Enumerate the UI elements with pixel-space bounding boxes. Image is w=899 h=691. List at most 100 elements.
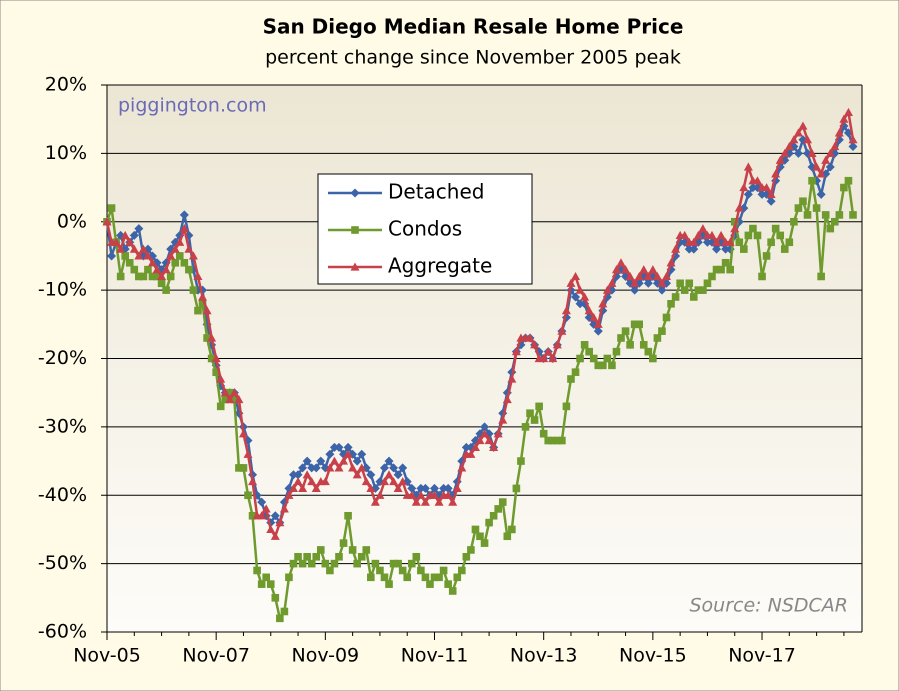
- marker: [303, 552, 311, 561]
- chart-subtitle: percent change since November 2005 peak: [265, 47, 681, 69]
- marker: [834, 128, 844, 137]
- marker: [307, 559, 316, 568]
- marker: [134, 251, 144, 260]
- marker: [752, 176, 762, 185]
- marker: [293, 470, 303, 480]
- marker: [179, 224, 189, 233]
- marker: [730, 224, 740, 233]
- marker: [320, 477, 330, 486]
- marker: [616, 258, 626, 267]
- marker: [494, 505, 502, 513]
- marker: [389, 477, 399, 486]
- marker: [120, 230, 130, 240]
- marker: [480, 429, 490, 438]
- marker: [699, 286, 707, 294]
- marker: [562, 402, 571, 411]
- marker: [211, 354, 221, 363]
- marker: [235, 464, 243, 472]
- marker: [816, 169, 826, 178]
- marker: [193, 271, 203, 281]
- marker: [226, 388, 234, 397]
- marker: [511, 347, 521, 356]
- marker: [498, 415, 508, 424]
- marker: [558, 436, 566, 445]
- marker: [712, 244, 722, 254]
- marker: [790, 217, 798, 226]
- marker: [689, 237, 699, 246]
- marker: [702, 237, 712, 247]
- marker: [407, 483, 417, 493]
- marker: [594, 361, 603, 370]
- marker: [726, 265, 734, 274]
- x-tick-label: Nov-13: [510, 645, 578, 667]
- marker: [102, 217, 112, 226]
- marker: [825, 148, 835, 157]
- marker: [253, 566, 261, 575]
- marker: [735, 238, 744, 247]
- marker: [329, 456, 339, 465]
- marker: [262, 573, 271, 582]
- marker: [321, 559, 330, 568]
- marker: [671, 293, 680, 301]
- marker: [762, 183, 772, 192]
- marker: [298, 559, 307, 568]
- marker: [180, 258, 189, 267]
- marker: [530, 416, 539, 424]
- marker: [366, 470, 376, 480]
- marker: [339, 456, 349, 465]
- marker: [417, 566, 425, 575]
- marker: [420, 497, 430, 506]
- marker: [780, 148, 790, 157]
- marker: [798, 121, 808, 130]
- marker: [685, 279, 694, 288]
- marker: [653, 334, 662, 342]
- marker: [689, 244, 699, 254]
- marker: [129, 244, 139, 253]
- marker: [302, 456, 312, 466]
- marker: [589, 354, 598, 363]
- marker: [266, 580, 275, 588]
- marker: [561, 306, 571, 315]
- marker: [407, 490, 417, 499]
- marker: [680, 230, 690, 240]
- marker: [553, 436, 562, 445]
- marker: [816, 189, 826, 199]
- marker: [571, 368, 580, 376]
- marker: [225, 395, 235, 404]
- marker: [812, 162, 822, 171]
- marker: [521, 423, 530, 431]
- marker: [366, 483, 376, 493]
- marker: [325, 449, 335, 459]
- marker: [367, 573, 375, 582]
- x-tick-label: Nov-05: [73, 645, 141, 667]
- marker: [734, 203, 744, 212]
- marker: [239, 464, 248, 472]
- marker: [648, 265, 658, 274]
- marker: [316, 456, 326, 466]
- marker: [166, 251, 176, 260]
- marker: [138, 244, 148, 253]
- marker: [203, 334, 211, 342]
- marker: [848, 135, 858, 144]
- marker: [721, 258, 730, 267]
- marker: [689, 293, 698, 301]
- marker: [571, 292, 581, 302]
- marker: [712, 265, 721, 274]
- marker: [793, 148, 803, 158]
- marker: [543, 347, 553, 356]
- marker: [557, 326, 567, 335]
- marker: [280, 607, 289, 616]
- chart-title: San Diego Median Resale Home Price: [263, 15, 684, 39]
- marker: [389, 463, 399, 473]
- marker: [144, 265, 152, 274]
- marker: [298, 483, 308, 493]
- marker: [276, 614, 284, 623]
- marker: [458, 566, 466, 575]
- marker: [394, 559, 402, 568]
- x-tick-label: Nov-07: [182, 645, 250, 667]
- marker: [229, 388, 239, 397]
- series: [103, 176, 857, 623]
- marker: [134, 224, 144, 234]
- marker: [121, 252, 129, 260]
